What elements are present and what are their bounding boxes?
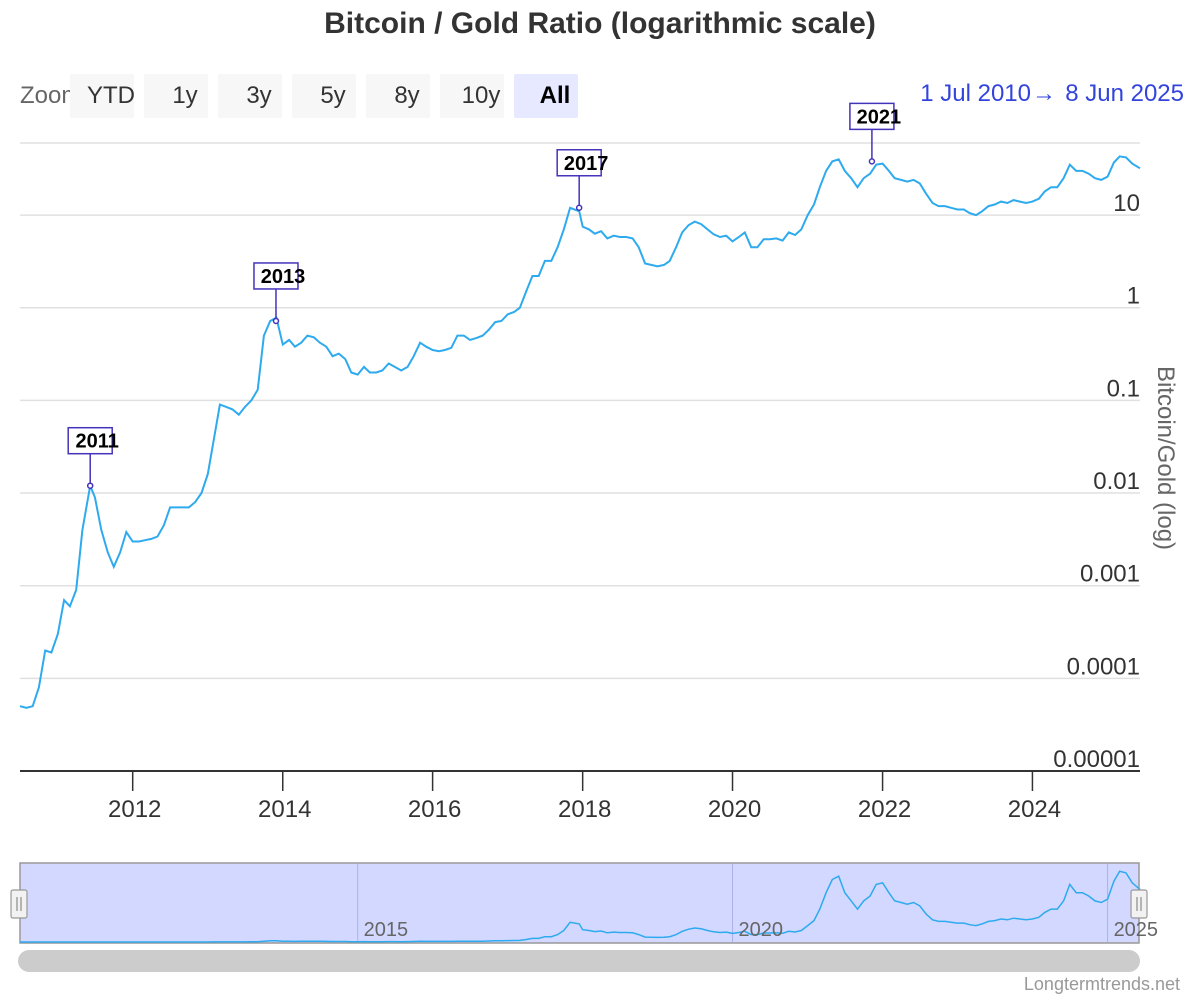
flag-label: 2021 [857,106,902,128]
navigator-mask[interactable] [19,862,1140,944]
flag-2013[interactable]: 2013 [253,262,306,325]
flag-2017[interactable]: 2017 [556,149,609,212]
flag-2021[interactable]: 2021 [849,102,902,165]
flag-label: 2017 [564,153,609,175]
y-tick-label: 0.0001 [1067,653,1140,680]
zoom-button-all[interactable]: All [514,74,578,118]
zoom-button-10y[interactable]: 10y [440,74,504,118]
zoom-button-5y[interactable]: 5y [292,74,356,118]
range-to[interactable]: 8 Jun 2025 [1065,80,1184,107]
chart-title: Bitcoin / Gold Ratio (logarithmic scale) [324,7,876,40]
y-tick-label: 0.001 [1080,561,1140,588]
y-tick-label: 0.1 [1107,375,1140,402]
zoom-bar: Zoom YTD 1y 3y 5y 8y 10y All [20,74,578,118]
x-tick-label: 2024 [1008,796,1061,823]
scrollbar[interactable] [18,950,1140,972]
x-axis: 2012 2014 2016 2018 2020 2022 2024 [108,771,1061,823]
navigator-handle-right[interactable] [1130,889,1148,919]
zoom-button-label: 3y [246,82,271,109]
y-tick-label: 0.01 [1093,468,1140,495]
y-tick-label: 1 [1127,283,1140,310]
navigator-label: 2015 [364,919,409,941]
zoom-button-3y[interactable]: 3y [218,74,282,118]
range-separator: → [1032,80,1056,107]
range-from[interactable]: 1 Jul 2010 [920,80,1031,107]
credit: Longtermtrends.net [1024,974,1180,994]
zoom-button-label: 10y [462,82,501,109]
navigator-series [20,870,1141,943]
y-tick-label: 0.00001 [1053,746,1140,773]
range-display: 1 Jul 2010 → 8 Jun 2025 [920,80,1184,107]
navigator-label: 2025 [1114,919,1159,941]
flag-2011[interactable]: 2011 [67,426,119,489]
zoom-button-label: YTD [87,82,135,109]
zoom-button-1y[interactable]: 1y [144,74,208,118]
navigator-label: 2020 [739,919,784,941]
y-axis: 0.00001 0.0001 0.001 0.01 0.1 1 10 [1053,190,1140,773]
x-tick-label: 2018 [558,796,611,823]
x-tick-label: 2022 [858,796,911,823]
zoom-button-label: All [540,82,571,109]
x-tick-label: 2014 [258,796,311,823]
flags: 2011 2013 2017 2021 [67,102,902,489]
x-tick-label: 2020 [708,796,761,823]
grid-lines [20,142,1140,680]
y-axis-title: Bitcoin/Gold (log) [1152,366,1179,550]
navigator-handle-left[interactable] [10,889,28,919]
series-line [19,155,1141,709]
flag-label: 2011 [76,431,119,453]
x-tick-label: 2012 [108,796,161,823]
y-tick-label: 10 [1113,190,1140,217]
flag-label: 2013 [261,266,306,288]
zoom-button-8y[interactable]: 8y [366,74,430,118]
zoom-button-label: 1y [172,82,197,109]
x-tick-label: 2016 [408,796,461,823]
zoom-button-label: 8y [394,82,419,109]
zoom-button-ytd[interactable]: YTD [70,74,135,118]
navigator[interactable]: 2015 2020 2025 [10,862,1159,944]
zoom-button-label: 5y [320,82,345,109]
